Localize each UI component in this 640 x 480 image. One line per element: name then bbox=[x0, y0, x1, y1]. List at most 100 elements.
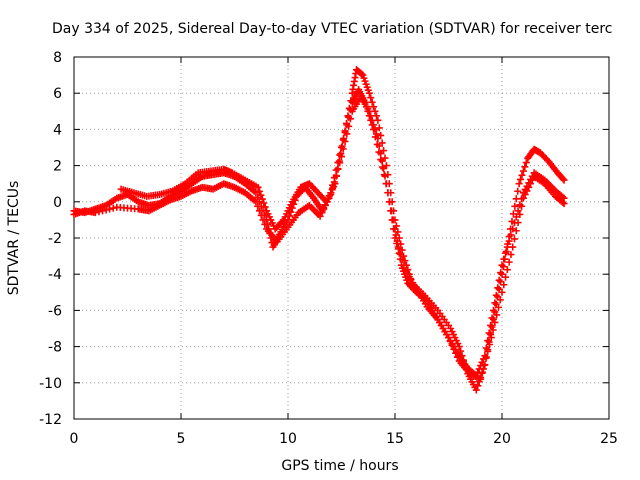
data-point-trail bbox=[494, 284, 502, 292]
data-point-trail bbox=[320, 205, 328, 213]
data-point-trail bbox=[385, 180, 393, 188]
y-tick-label: -6 bbox=[48, 303, 62, 319]
data-point-trail bbox=[488, 323, 496, 331]
data-point-trail bbox=[380, 147, 388, 155]
data-point-trail bbox=[372, 112, 380, 120]
data-point-trail bbox=[499, 263, 507, 271]
y-tick-label: 4 bbox=[53, 122, 62, 138]
y-tick-label: -2 bbox=[48, 231, 62, 247]
data-point-trail bbox=[254, 202, 262, 210]
data-point bbox=[340, 134, 348, 142]
data-point bbox=[252, 198, 260, 206]
data-point-trail bbox=[514, 207, 522, 215]
data-point-trail bbox=[338, 142, 346, 150]
data-point-trail bbox=[508, 217, 516, 225]
data-point-trail bbox=[446, 337, 454, 345]
data-point-trail bbox=[514, 187, 522, 195]
data-point-trail bbox=[507, 251, 515, 259]
data-point-trail bbox=[278, 217, 286, 225]
data-point-trail bbox=[395, 245, 403, 253]
y-tick-label: -8 bbox=[48, 340, 62, 356]
data-point-trail bbox=[379, 163, 387, 171]
data-point-trail bbox=[261, 203, 269, 211]
data-point-trail bbox=[255, 187, 263, 195]
data-point-trail bbox=[457, 347, 465, 355]
data-point-trail bbox=[501, 255, 509, 263]
data-point bbox=[472, 386, 480, 394]
data-point-trail bbox=[257, 211, 265, 219]
data-point-trail bbox=[517, 175, 525, 183]
data-point-trail bbox=[487, 331, 495, 339]
x-axis-label: GPS time / hours bbox=[281, 458, 398, 474]
x-tick-label: 10 bbox=[279, 431, 297, 447]
data-point-trail bbox=[504, 240, 512, 248]
data-point-trail bbox=[334, 165, 342, 173]
data-point bbox=[254, 183, 262, 191]
data-point-trail bbox=[453, 353, 461, 361]
data-point-trail bbox=[347, 97, 355, 105]
data-point-trail bbox=[318, 209, 326, 217]
data-point bbox=[374, 116, 382, 124]
data-point-trail bbox=[497, 269, 505, 277]
data-point-trail bbox=[475, 378, 483, 386]
data-point-trail bbox=[448, 341, 456, 349]
chart-title: Day 334 of 2025, Sidereal Day-to-day VTE… bbox=[52, 21, 612, 37]
data-point-trail bbox=[102, 206, 110, 214]
data-point-trail bbox=[398, 246, 406, 254]
data-point-trail bbox=[511, 202, 519, 210]
data-point-trail bbox=[341, 127, 349, 135]
data-point-trail bbox=[482, 344, 490, 352]
data-point-trail bbox=[495, 276, 503, 284]
data-point-trail bbox=[512, 227, 520, 235]
x-tick-label: 20 bbox=[493, 431, 511, 447]
data-point-trail bbox=[502, 248, 510, 256]
data-point-trail bbox=[519, 167, 527, 175]
data-point-trail bbox=[388, 198, 396, 206]
data-point bbox=[498, 270, 506, 278]
data-point-trail bbox=[392, 222, 400, 230]
data-point-trail bbox=[258, 195, 266, 203]
data-point bbox=[560, 200, 568, 208]
data-point-trail bbox=[358, 70, 366, 78]
data-point-trail bbox=[527, 180, 535, 188]
data-point-trail bbox=[371, 125, 379, 133]
data-point-trail bbox=[344, 112, 352, 120]
data-point-trail bbox=[484, 346, 492, 354]
data-point-trail bbox=[402, 261, 410, 269]
data-point bbox=[445, 334, 452, 342]
data-point-trail bbox=[335, 157, 343, 165]
data-point-trail bbox=[494, 293, 502, 301]
x-tick-label: 0 bbox=[70, 431, 79, 447]
data-point bbox=[252, 189, 260, 197]
data-point-trail bbox=[95, 208, 103, 216]
y-tick-label: 0 bbox=[53, 195, 62, 211]
axis-ticks: 0 5 10 15 20 25 -12 -10 -8 -6 -4 -2 0 2 4 6 8 bbox=[39, 50, 618, 447]
data-point-trail bbox=[484, 337, 492, 345]
data-point-trail bbox=[474, 382, 482, 390]
data-point-trail bbox=[528, 176, 536, 184]
data-point-trail bbox=[503, 266, 511, 274]
data-points bbox=[70, 66, 568, 394]
data-point-trail bbox=[514, 219, 522, 227]
data-point bbox=[507, 225, 515, 233]
data-point-trail bbox=[375, 124, 383, 132]
data-point-trail bbox=[109, 204, 117, 212]
data-point-trail bbox=[345, 104, 353, 112]
data-point bbox=[365, 89, 373, 97]
data-point-trail bbox=[477, 373, 485, 381]
data-point-trail bbox=[461, 361, 469, 369]
data-point bbox=[489, 306, 497, 314]
data-point-trail bbox=[405, 270, 413, 278]
data-point-trail bbox=[491, 308, 499, 316]
data-point-trail bbox=[333, 172, 341, 180]
x-tick-label: 5 bbox=[177, 431, 186, 447]
data-point-trail bbox=[485, 329, 493, 337]
data-point bbox=[509, 243, 517, 251]
data-point-trail bbox=[479, 365, 487, 373]
data-point-trail bbox=[492, 300, 500, 308]
data-point bbox=[316, 212, 324, 220]
y-tick-label: -12 bbox=[39, 412, 62, 428]
data-point-trail bbox=[260, 199, 268, 207]
y-tick-label: -10 bbox=[39, 376, 62, 392]
